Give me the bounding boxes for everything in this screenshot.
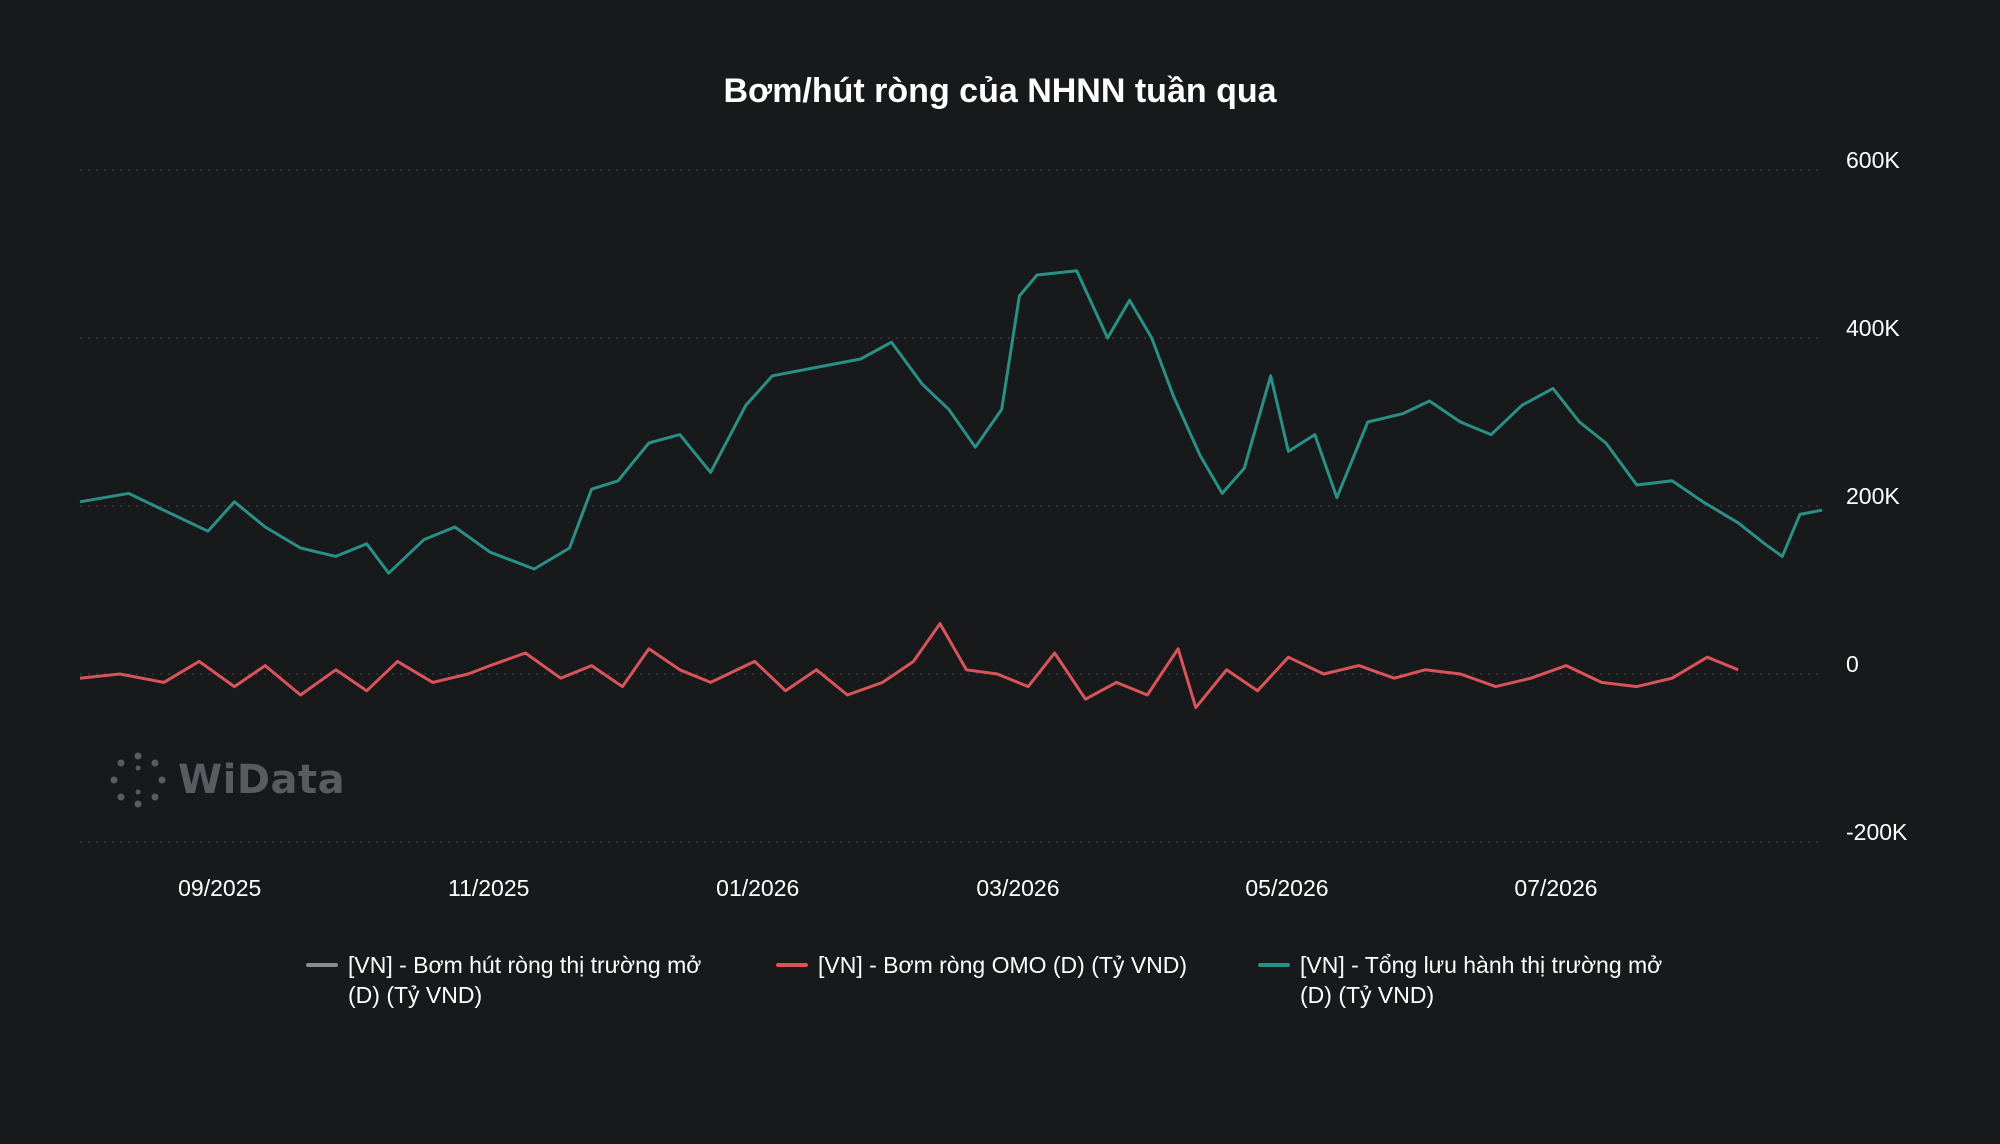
legend-label: [VN] - Bơm ròng OMO (D) (Tỷ VND)	[818, 952, 1188, 978]
x-axis-ticks: 09/2025 11/2025 01/2026 03/2026 05/2026 07/20…	[178, 875, 1597, 901]
series-line-2[interactable]	[79, 269, 1823, 575]
y-tick-label: 200K	[1846, 483, 1900, 509]
y-axis-ticks: -200K 0 200K 400K 600K	[1846, 147, 1908, 845]
watermark-text: WiData	[178, 757, 346, 803]
y-tick-label: 600K	[1846, 147, 1900, 173]
legend-label: [VN] - Bơm hút ròng thị trường mở (D) (T…	[348, 952, 702, 1008]
legend-item-omo-net[interactable]: [VN] - Bơm ròng OMO (D) (Tỷ VND)	[776, 950, 1187, 980]
legend-label: [VN] - Tổng lưu hành thị trường mở (D) (…	[1300, 952, 1663, 1008]
chart-title: Bơm/hút ròng của NHNN tuần qua	[723, 72, 1277, 110]
gridlines	[80, 169, 1822, 843]
y-tick-label: 0	[1846, 651, 1859, 677]
x-tick-label: 11/2025	[448, 875, 529, 901]
series-lines	[79, 269, 1823, 710]
series-line-1[interactable]	[79, 622, 1739, 710]
x-tick-label: 05/2026	[1245, 875, 1328, 901]
y-tick-label: 400K	[1846, 315, 1900, 341]
legend-item-open-market-net[interactable]: [VN] - Bơm hút ròng thị trường mở (D) (T…	[306, 950, 701, 1010]
watermark: WiData	[110, 752, 345, 808]
y-tick-label: -200K	[1846, 819, 1908, 845]
legend-swatch-red	[776, 963, 808, 967]
x-tick-label: 01/2026	[716, 875, 799, 901]
x-tick-label: 07/2026	[1514, 875, 1597, 901]
legend-swatch-gray	[306, 963, 338, 967]
legend-swatch-teal	[1258, 963, 1290, 967]
x-tick-label: 09/2025	[178, 875, 261, 901]
x-tick-label: 03/2026	[976, 875, 1059, 901]
widata-logo-icon	[110, 752, 166, 808]
legend-item-open-market-outstanding[interactable]: [VN] - Tổng lưu hành thị trường mở (D) (…	[1258, 950, 1662, 1010]
